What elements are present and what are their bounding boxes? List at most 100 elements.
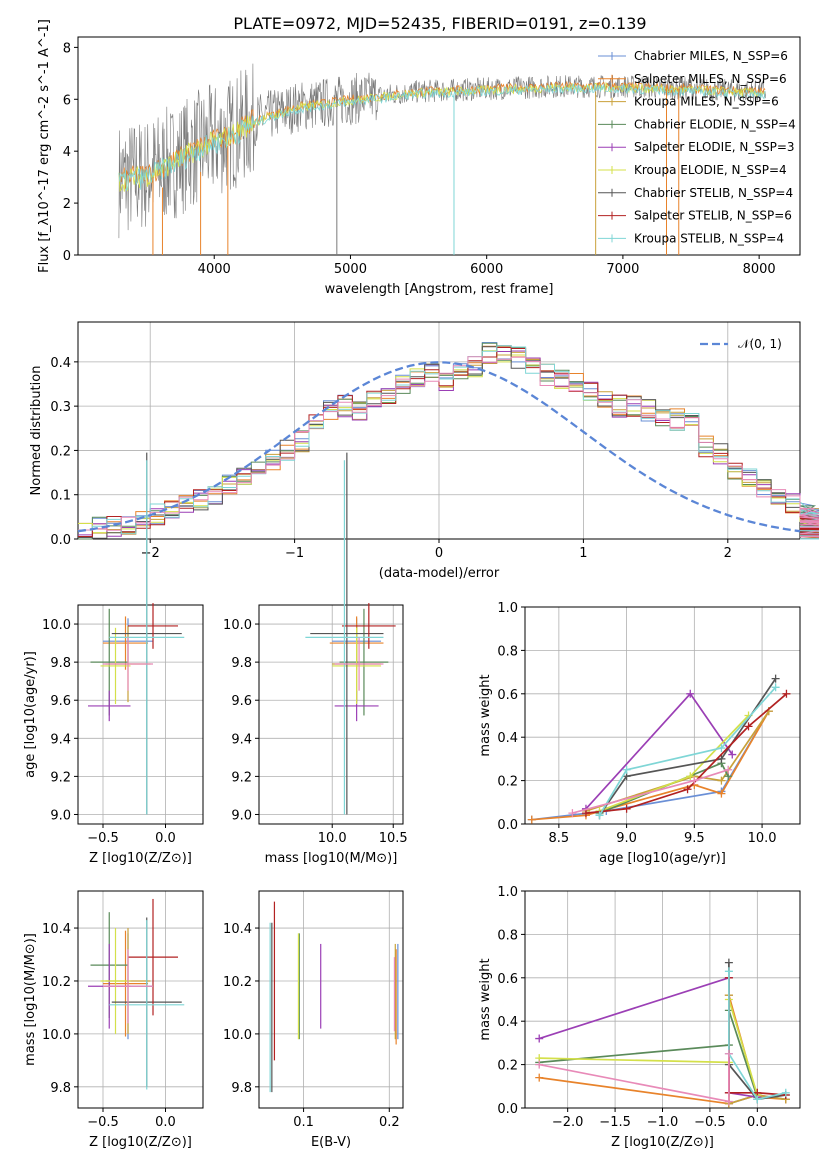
x-tick-label: −0.5 <box>87 831 119 846</box>
legend-entry: Salpeter STELIB, N_SSP=6 <box>634 209 792 223</box>
weight-marker <box>782 689 791 698</box>
y-tick-label: 0.3 <box>50 400 71 415</box>
weight-series <box>595 683 780 820</box>
weight-marker <box>717 789 726 798</box>
y-tick-label: 0.2 <box>497 1059 518 1074</box>
y-tick-label: 2 <box>63 197 71 212</box>
legend-entry: 𝒩(0, 1) <box>738 337 782 351</box>
y-tick-label: 9.4 <box>50 732 71 747</box>
weight-line <box>531 710 770 821</box>
plot-frame <box>524 606 801 825</box>
y-axis-label: mass weight <box>478 958 493 1040</box>
x-tick-label: 9.5 <box>684 831 705 846</box>
weight-line <box>538 976 758 1099</box>
errorbar-point <box>332 627 382 705</box>
weight-marker <box>535 1034 544 1043</box>
y-tick-label: 9.8 <box>50 656 71 671</box>
x-axis-label: age [log10(age/yr)] <box>599 851 726 866</box>
spectrum-axes: 4000 5000 6000 7000 8000 0 2 4 6 8 wavelength [Ang… <box>37 19 801 297</box>
weight-line <box>539 1010 759 1098</box>
weight-marker <box>781 1088 790 1097</box>
x-tick-label: 0 <box>435 546 443 561</box>
weight-line <box>585 693 788 814</box>
y-tick-label: 9.6 <box>231 694 252 709</box>
y-tick-label: 0.8 <box>497 928 518 943</box>
x-tick-label: 10.0 <box>318 831 347 846</box>
y-tick-label: 10.4 <box>42 922 71 937</box>
errorbar-point <box>341 603 396 649</box>
weight-marker <box>717 776 726 785</box>
y-tick-label: 9.0 <box>50 808 71 823</box>
weight-series <box>535 995 762 1099</box>
y-tick-label: 9.8 <box>231 1081 252 1096</box>
weight-series <box>581 689 737 813</box>
x-tick-label: −2.0 <box>552 1115 584 1130</box>
x-tick-label: 6000 <box>470 262 503 277</box>
errorbar-point <box>100 928 131 1034</box>
x-tick-label: 7000 <box>606 262 639 277</box>
x-tick-label: −0.5 <box>694 1115 726 1130</box>
model-spectrum-line <box>118 83 766 192</box>
y-tick-label: 0.8 <box>497 644 518 659</box>
x-tick-label: 5000 <box>334 262 367 277</box>
x-tick-label: −1.0 <box>647 1115 679 1130</box>
errorbar-point <box>100 627 131 705</box>
y-tick-label: 9.6 <box>50 694 71 709</box>
weight-marker <box>690 776 699 785</box>
y-tick-label: 0.0 <box>50 533 71 548</box>
y-tick-label: 6 <box>63 93 71 108</box>
weight-marker <box>724 958 733 967</box>
y-axis-label: mass [log10(M/M⊙)] <box>23 933 38 1066</box>
x-axis-label: E(B-V) <box>311 1135 351 1150</box>
weight-marker <box>595 811 604 820</box>
y-tick-label: 10.2 <box>42 975 71 990</box>
weight-marker <box>535 1060 544 1069</box>
x-tick-label: 8.5 <box>549 831 570 846</box>
legend-entry: Kroupa ELODIE, N_SSP=4 <box>634 163 787 177</box>
weight-marker <box>686 689 695 698</box>
y-tick-label: 0.6 <box>497 688 518 703</box>
y-tick-label: 0.4 <box>50 356 71 371</box>
y-tick-label: 0.4 <box>497 1015 518 1030</box>
weight-marker <box>568 809 577 818</box>
y-tick-label: 0.1 <box>50 489 71 504</box>
y-tick-label: 0.2 <box>497 775 518 790</box>
age_vs_Z-errorbars <box>88 452 185 815</box>
weight-line <box>599 714 750 812</box>
y-tick-label: 0.0 <box>497 818 518 833</box>
errorbar-point <box>103 930 148 1037</box>
histogram-step <box>78 342 819 540</box>
weight-marker <box>724 1049 733 1058</box>
y-tick-label: 9.2 <box>50 770 71 785</box>
histogram-step <box>78 342 819 540</box>
age_vs_mass-errorbars <box>305 452 396 815</box>
weight_vs_Z-axes: −2.0 −1.5 −1.0 −0.5 0.0 0.0 0.2 0.4 0.6 0.8 1.0 Z [… <box>478 885 801 1150</box>
errorbar-point <box>334 637 384 691</box>
y-tick-label: 9.8 <box>50 1081 71 1096</box>
weight-marker <box>527 815 536 824</box>
errorbar-point <box>305 460 384 815</box>
x-tick-label: 0.0 <box>155 831 176 846</box>
histogram-step <box>78 351 819 540</box>
legend-entry: Chabrier ELODIE, N_SSP=4 <box>634 117 796 131</box>
weight-series <box>568 765 733 818</box>
mass_vs_ebv-errorbars <box>269 901 399 1093</box>
y-axis-label: mass weight <box>478 674 493 756</box>
x-tick-label: −2 <box>141 546 160 561</box>
y-tick-label: 1.0 <box>497 885 518 900</box>
x-tick-label: 4000 <box>198 262 231 277</box>
x-tick-label: −1.5 <box>599 1115 631 1130</box>
weight-marker <box>724 765 733 774</box>
age_vs_Z-axes: −0.5 0.0 9.0 9.2 9.4 9.6 9.8 10.0 Z [log10(Z/Z⊙)… <box>23 604 204 866</box>
legend-entry: Chabrier MILES, N_SSP=6 <box>634 49 788 63</box>
x-tick-label: 0.1 <box>293 1115 314 1130</box>
errorbar-point <box>109 460 185 815</box>
weight-marker <box>744 722 753 731</box>
plot-frame <box>77 36 801 256</box>
legend-entry: Kroupa STELIB, N_SSP=4 <box>634 231 784 245</box>
legend-entry: Salpeter MILES, N_SSP=6 <box>634 72 787 86</box>
y-axis-label: age [log10(age/yr)] <box>23 651 38 778</box>
x-axis-label: mass [log10(M/M⊙)] <box>265 851 398 866</box>
residuals-axes: −2 −1 0 1 2 0.0 0.1 0.2 0.3 0.4 (data-model)/error… <box>29 321 801 581</box>
